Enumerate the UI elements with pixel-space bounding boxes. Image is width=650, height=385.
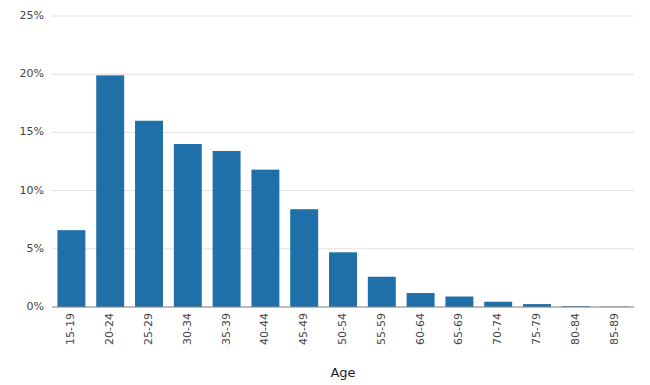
y-tick-label: 5% — [27, 242, 44, 255]
grid-line — [52, 16, 634, 17]
x-tick-label: 60-64 — [414, 313, 427, 345]
x-tick-label: 70-74 — [491, 313, 504, 345]
y-tick-label: 20% — [20, 67, 44, 80]
x-tick-label: 30-34 — [181, 313, 194, 345]
x-axis-line — [52, 307, 634, 308]
y-tick-label: 25% — [20, 9, 44, 22]
y-tick-label: 0% — [27, 300, 44, 313]
bars — [57, 75, 628, 307]
bar — [484, 302, 512, 307]
chart-svg: 0% 5% 10% 15% 20% 25% 15-19 20-24 25-29 30-34 35-3… — [0, 0, 650, 385]
x-tick-label: 50-54 — [336, 313, 349, 345]
grid-line — [52, 74, 634, 75]
bar — [174, 144, 202, 307]
x-tick-label: 20-24 — [103, 313, 116, 345]
x-tick-label: 75-79 — [530, 313, 543, 345]
bar — [57, 230, 85, 307]
bar — [407, 293, 435, 307]
x-tick-label: 35-39 — [220, 313, 233, 345]
x-tick-label: 15-19 — [64, 313, 77, 345]
y-tick-label: 10% — [20, 184, 44, 197]
grid-line — [52, 307, 634, 308]
y-axis: 0% 5% 10% 15% 20% 25% — [20, 9, 44, 313]
x-tick-label: 25-29 — [142, 313, 155, 345]
bar — [251, 170, 279, 307]
bar — [368, 277, 396, 307]
x-tick-label: 80-84 — [569, 313, 582, 345]
bar — [96, 75, 124, 307]
bar — [445, 297, 473, 307]
bar — [290, 209, 318, 307]
x-tick-label: 55-59 — [375, 313, 388, 345]
grid — [52, 16, 634, 307]
x-tick-label: 65-69 — [452, 313, 465, 345]
bar — [135, 121, 163, 307]
x-axis-title: Age — [330, 365, 355, 380]
bar — [329, 252, 357, 307]
chart-container: 0% 5% 10% 15% 20% 25% 15-19 20-24 25-29 30-34 35-3… — [0, 0, 650, 385]
x-tick-label: 45-49 — [297, 313, 310, 345]
x-tick-label: 85-89 — [608, 313, 621, 345]
y-tick-label: 15% — [20, 125, 44, 138]
x-tick-label: 40-44 — [258, 313, 271, 345]
bar — [213, 151, 241, 307]
x-axis: 15-19 20-24 25-29 30-34 35-39 40-44 45-49 50-54… — [52, 307, 634, 345]
